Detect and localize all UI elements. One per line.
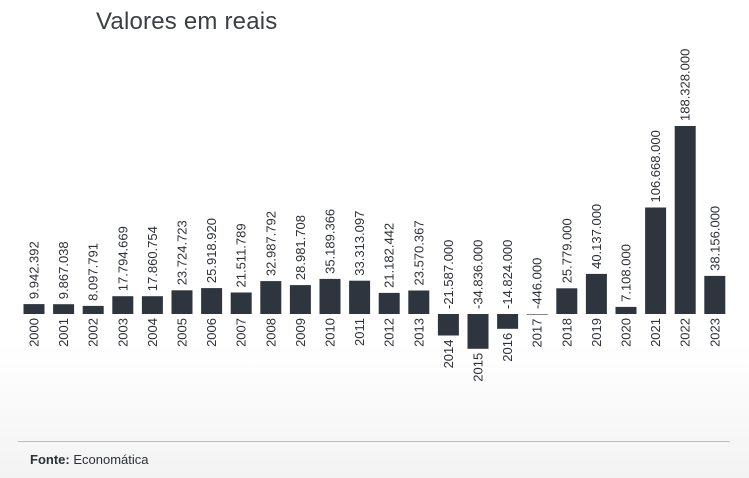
value-label-2006: 25.918.920 [204, 218, 219, 283]
x-tick-labels-group: 2000 2001 2002 2003 2004 2005 2006 2007 2008 2009… [27, 318, 723, 382]
value-label-2015: -34.836.000 [471, 240, 486, 309]
value-labels-group: 9.942.392 9.867.038 8.097.791 17.794.669 17.… [27, 49, 723, 309]
x-tick-label-2020: 2020 [619, 318, 634, 347]
bar-2015 [467, 314, 489, 349]
x-tick-label-2021: 2021 [648, 318, 663, 347]
bar-2018 [556, 288, 578, 314]
value-label-2021: 106.668.000 [648, 130, 663, 202]
value-label-2010: 35.189.366 [323, 209, 338, 274]
x-tick-label-2019: 2019 [589, 318, 604, 347]
value-label-2003: 17.794.669 [115, 226, 130, 291]
value-label-2011: 33.313.097 [352, 211, 367, 276]
x-tick-label-2007: 2007 [234, 318, 249, 347]
value-label-2019: 40.137.000 [589, 204, 604, 269]
source-note: Fonte: Economática [30, 452, 149, 467]
x-tick-label-2011: 2011 [352, 318, 367, 346]
bar-2000 [23, 304, 45, 314]
bar-2023 [704, 275, 726, 314]
source-label: Fonte: [30, 452, 70, 467]
bar-2010 [319, 278, 341, 314]
value-label-2001: 9.867.038 [56, 241, 71, 299]
bar-2002 [82, 305, 104, 314]
x-tick-label-2009: 2009 [293, 318, 308, 347]
value-label-2016: -14.824.000 [500, 240, 515, 309]
value-label-2000: 9.942.392 [27, 241, 42, 299]
value-label-2008: 32.987.792 [263, 211, 278, 276]
bar-2016 [497, 314, 519, 329]
bar-2021 [645, 207, 667, 314]
source-value: Economática [73, 452, 149, 467]
value-label-2002: 8.097.791 [86, 243, 101, 301]
bar-2001 [53, 304, 75, 314]
bar-2007 [230, 292, 252, 314]
bar-2008 [260, 281, 282, 314]
x-tick-label-2018: 2018 [559, 318, 574, 347]
x-tick-label-2002: 2002 [86, 318, 101, 347]
bar-2003 [112, 296, 134, 314]
value-label-2014: -21.587.000 [441, 240, 456, 309]
value-label-2009: 28.981.708 [293, 215, 308, 280]
x-tick-label-2017: 2017 [530, 319, 545, 348]
x-tick-label-2022: 2022 [678, 318, 693, 347]
x-tick-label-2010: 2010 [323, 318, 338, 347]
x-tick-label-2000: 2000 [27, 318, 42, 347]
bars-group [23, 126, 726, 349]
bar-2005 [171, 290, 193, 314]
x-tick-label-2004: 2004 [145, 318, 160, 347]
value-label-2005: 23.724.723 [175, 220, 190, 285]
x-tick-label-2016: 2016 [500, 333, 515, 362]
value-label-2017: -446.000 [530, 258, 545, 309]
value-label-2012: 21.182.442 [382, 223, 397, 288]
bar-2013 [408, 290, 430, 314]
bar-2019 [585, 273, 607, 314]
value-label-2020: 7.108.000 [619, 244, 634, 302]
bar-2009 [289, 285, 311, 314]
bar-2006 [201, 288, 223, 314]
x-tick-label-2001: 2001 [56, 318, 71, 347]
x-tick-label-2013: 2013 [411, 318, 426, 347]
x-tick-label-2014: 2014 [441, 340, 456, 369]
value-label-2018: 25.779.000 [559, 218, 574, 283]
x-tick-label-2005: 2005 [175, 318, 190, 347]
x-tick-label-2003: 2003 [115, 318, 130, 347]
value-label-2023: 38.156.000 [707, 206, 722, 271]
value-label-2022: 188.328.000 [678, 49, 693, 121]
chart-title: Valores em reais [96, 8, 278, 35]
x-tick-label-2015: 2015 [471, 353, 486, 382]
bar-2020 [615, 306, 637, 314]
value-label-2004: 17.860.754 [145, 226, 160, 291]
bar-2012 [378, 292, 400, 314]
bar-2022 [674, 126, 696, 314]
value-label-2007: 21.511.789 [234, 223, 249, 287]
bar-2014 [437, 314, 459, 336]
x-tick-label-2023: 2023 [707, 318, 722, 347]
x-tick-label-2006: 2006 [204, 318, 219, 347]
value-label-2013: 23.570.367 [411, 220, 426, 285]
bar-2011 [349, 280, 371, 314]
source-divider [18, 441, 730, 442]
x-tick-label-2012: 2012 [382, 318, 397, 347]
bar-2004 [141, 296, 163, 314]
x-tick-label-2008: 2008 [263, 318, 278, 347]
bar-2017 [526, 314, 548, 315]
